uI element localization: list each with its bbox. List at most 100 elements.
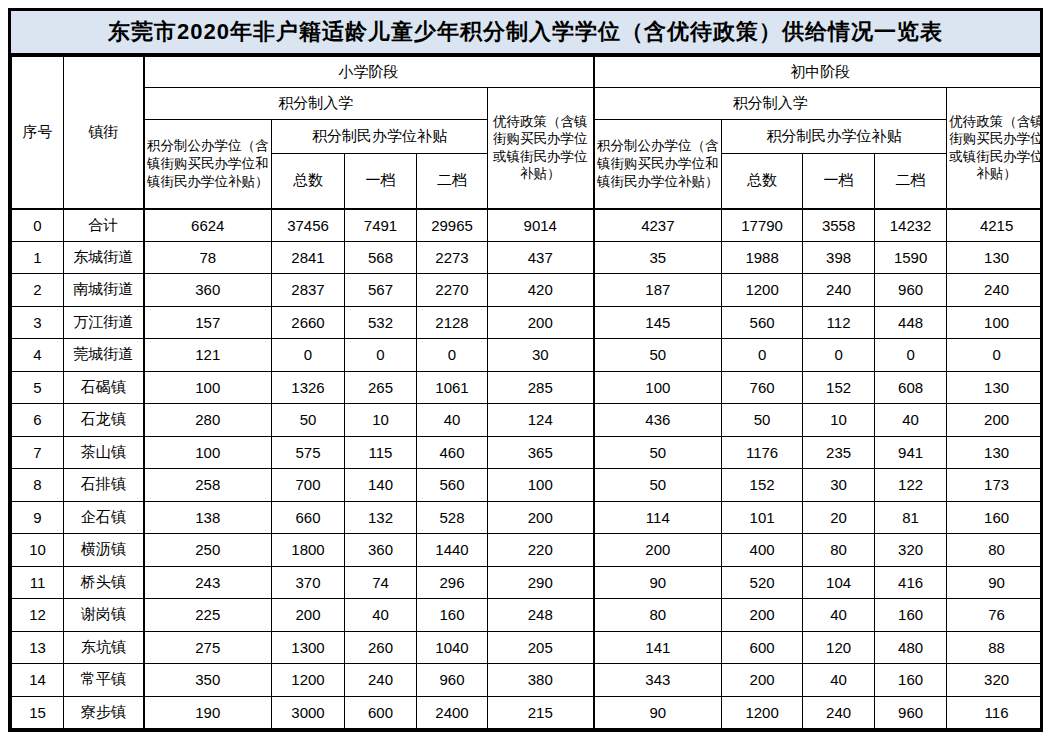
value-cell: 100 xyxy=(144,436,272,469)
value-cell: 1200 xyxy=(272,664,345,697)
value-cell: 258 xyxy=(144,469,272,502)
value-cell: 265 xyxy=(345,371,417,404)
value-cell: 80 xyxy=(594,599,722,632)
value-cell: 40 xyxy=(803,664,875,697)
town-cell: 石排镇 xyxy=(64,469,144,502)
value-cell: 700 xyxy=(272,469,345,502)
value-cell: 173 xyxy=(947,469,1040,502)
value-cell: 104 xyxy=(803,566,875,599)
table-row: 1 东城街道 78 2841 568 2273 437 35 1988 398 … xyxy=(12,241,1041,274)
value-cell: 2837 xyxy=(272,274,345,307)
value-cell: 235 xyxy=(803,436,875,469)
value-cell: 560 xyxy=(722,306,803,339)
col-header-primary-stage: 小学阶段 xyxy=(144,57,594,88)
serial-cell: 10 xyxy=(12,534,64,567)
value-cell: 941 xyxy=(875,436,947,469)
town-cell: 常平镇 xyxy=(64,664,144,697)
value-cell: 420 xyxy=(488,274,594,307)
value-cell: 90 xyxy=(594,566,722,599)
table-row: 5 石碣镇 100 1326 265 1061 285 100 760 152 … xyxy=(12,371,1041,404)
col-header-middle-points-admission: 积分制入学 xyxy=(594,88,947,120)
value-cell: 121 xyxy=(144,339,272,372)
value-cell: 380 xyxy=(488,664,594,697)
value-cell: 114 xyxy=(594,501,722,534)
col-header-primary-private-subsidy: 积分制民办学位补贴 xyxy=(272,120,488,154)
value-cell: 343 xyxy=(594,664,722,697)
value-cell: 480 xyxy=(875,631,947,664)
value-cell: 2841 xyxy=(272,241,345,274)
value-cell: 40 xyxy=(345,599,417,632)
value-cell: 1040 xyxy=(417,631,488,664)
value-cell: 100 xyxy=(488,469,594,502)
col-header-middle-total: 总数 xyxy=(722,154,803,209)
value-cell: 360 xyxy=(144,274,272,307)
table-wrap: 序号 镇街 小学阶段 初中阶段 积分制入学 优待政策（含镇街购买民办学位或镇街民… xyxy=(11,56,1040,729)
value-cell: 560 xyxy=(417,469,488,502)
value-cell: 17790 xyxy=(722,209,803,242)
value-cell: 2400 xyxy=(417,696,488,729)
value-cell: 0 xyxy=(722,339,803,372)
serial-cell: 15 xyxy=(12,696,64,729)
value-cell: 3000 xyxy=(272,696,345,729)
value-cell: 448 xyxy=(875,306,947,339)
serial-cell: 1 xyxy=(12,241,64,274)
table-row: 6 石龙镇 280 50 10 40 124 436 50 10 40 200 xyxy=(12,404,1041,437)
value-cell: 240 xyxy=(803,696,875,729)
value-cell: 130 xyxy=(947,371,1040,404)
value-cell: 225 xyxy=(144,599,272,632)
value-cell: 200 xyxy=(722,664,803,697)
value-cell: 290 xyxy=(488,566,594,599)
col-header-middle-private-subsidy: 积分制民办学位补贴 xyxy=(722,120,947,154)
value-cell: 400 xyxy=(722,534,803,567)
value-cell: 100 xyxy=(594,371,722,404)
value-cell: 285 xyxy=(488,371,594,404)
value-cell: 76 xyxy=(947,599,1040,632)
serial-cell: 6 xyxy=(12,404,64,437)
col-header-middle-preferential: 优待政策（含镇街购买民办学位或镇街民办学位补贴） xyxy=(947,88,1040,209)
table-sheet: 东莞市2020年非户籍适龄儿童少年积分制入学学位（含优待政策）供给情况一览表 xyxy=(8,8,1043,732)
table-row: 8 石排镇 258 700 140 560 100 50 152 30 122 … xyxy=(12,469,1041,502)
value-cell: 1326 xyxy=(272,371,345,404)
value-cell: 520 xyxy=(722,566,803,599)
town-cell: 寮步镇 xyxy=(64,696,144,729)
value-cell: 20 xyxy=(803,501,875,534)
col-header-primary-tier2: 二档 xyxy=(417,154,488,209)
value-cell: 116 xyxy=(947,696,1040,729)
value-cell: 220 xyxy=(488,534,594,567)
value-cell: 132 xyxy=(345,501,417,534)
value-cell: 10 xyxy=(345,404,417,437)
value-cell: 0 xyxy=(272,339,345,372)
town-cell: 石龙镇 xyxy=(64,404,144,437)
col-header-primary-tier1: 一档 xyxy=(345,154,417,209)
town-cell: 南城街道 xyxy=(64,274,144,307)
value-cell: 90 xyxy=(594,696,722,729)
value-cell: 600 xyxy=(722,631,803,664)
value-cell: 37456 xyxy=(272,209,345,242)
value-cell: 141 xyxy=(594,631,722,664)
value-cell: 160 xyxy=(875,664,947,697)
value-cell: 10 xyxy=(803,404,875,437)
value-cell: 660 xyxy=(272,501,345,534)
serial-cell: 3 xyxy=(12,306,64,339)
value-cell: 40 xyxy=(803,599,875,632)
value-cell: 74 xyxy=(345,566,417,599)
value-cell: 0 xyxy=(947,339,1040,372)
value-cell: 0 xyxy=(345,339,417,372)
value-cell: 1300 xyxy=(272,631,345,664)
serial-cell: 5 xyxy=(12,371,64,404)
value-cell: 160 xyxy=(875,599,947,632)
col-header-middle-tier2: 二档 xyxy=(875,154,947,209)
value-cell: 9014 xyxy=(488,209,594,242)
value-cell: 398 xyxy=(803,241,875,274)
value-cell: 200 xyxy=(594,534,722,567)
table-row: 15 寮步镇 190 3000 600 2400 215 90 1200 240… xyxy=(12,696,1041,729)
table-row: 7 茶山镇 100 575 115 460 365 50 1176 235 94… xyxy=(12,436,1041,469)
value-cell: 1988 xyxy=(722,241,803,274)
value-cell: 960 xyxy=(417,664,488,697)
value-cell: 1800 xyxy=(272,534,345,567)
value-cell: 240 xyxy=(803,274,875,307)
col-header-middle-stage: 初中阶段 xyxy=(594,57,1040,88)
value-cell: 190 xyxy=(144,696,272,729)
value-cell: 296 xyxy=(417,566,488,599)
table-row: 4 莞城街道 121 0 0 0 30 50 0 0 0 0 xyxy=(12,339,1041,372)
